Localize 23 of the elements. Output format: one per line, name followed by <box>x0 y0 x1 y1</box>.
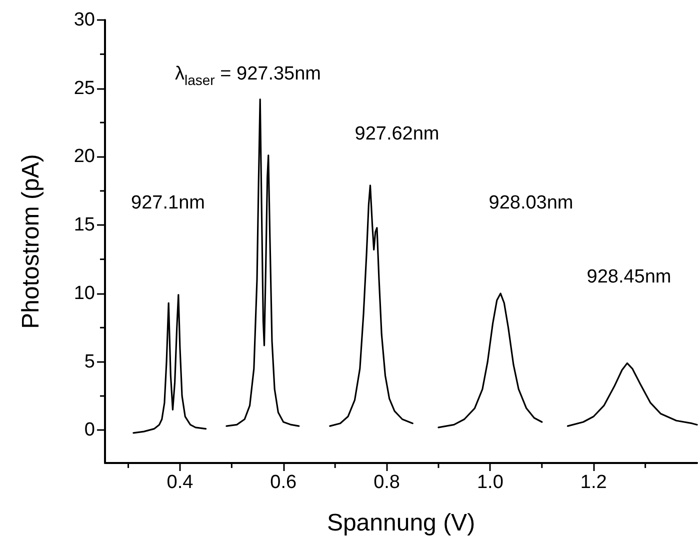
x-axis-title: Spannung (V) <box>326 510 476 536</box>
x-tick-label: 0.8 <box>374 472 400 493</box>
x-tick-label: 1.0 <box>476 472 504 493</box>
y-axis-title: Photostrom (pA) <box>18 154 44 329</box>
y-tick-label: 5 <box>84 351 95 372</box>
x-tick-label: 1.2 <box>580 472 607 493</box>
x-tick-label: 0.6 <box>270 472 297 493</box>
y-tick-label: 10 <box>74 282 95 304</box>
line-series <box>566 362 698 427</box>
line-series <box>438 292 543 428</box>
y-tick-label: 20 <box>74 146 95 168</box>
y-tick-label: 30 <box>74 10 95 30</box>
line-series <box>329 184 414 427</box>
y-tick-label: 15 <box>74 214 95 236</box>
line-series <box>226 98 300 427</box>
annotation: 928.45nm <box>586 266 672 288</box>
annotation: 928.03nm <box>488 192 574 214</box>
annotation: 927.62nm <box>354 124 440 144</box>
y-tick-label: 0 <box>84 420 95 441</box>
line-series <box>132 294 207 434</box>
annotation: 927.1nm <box>131 192 205 214</box>
y-tick-label: 25 <box>74 78 95 99</box>
x-tick-label: 0.4 <box>166 472 194 493</box>
